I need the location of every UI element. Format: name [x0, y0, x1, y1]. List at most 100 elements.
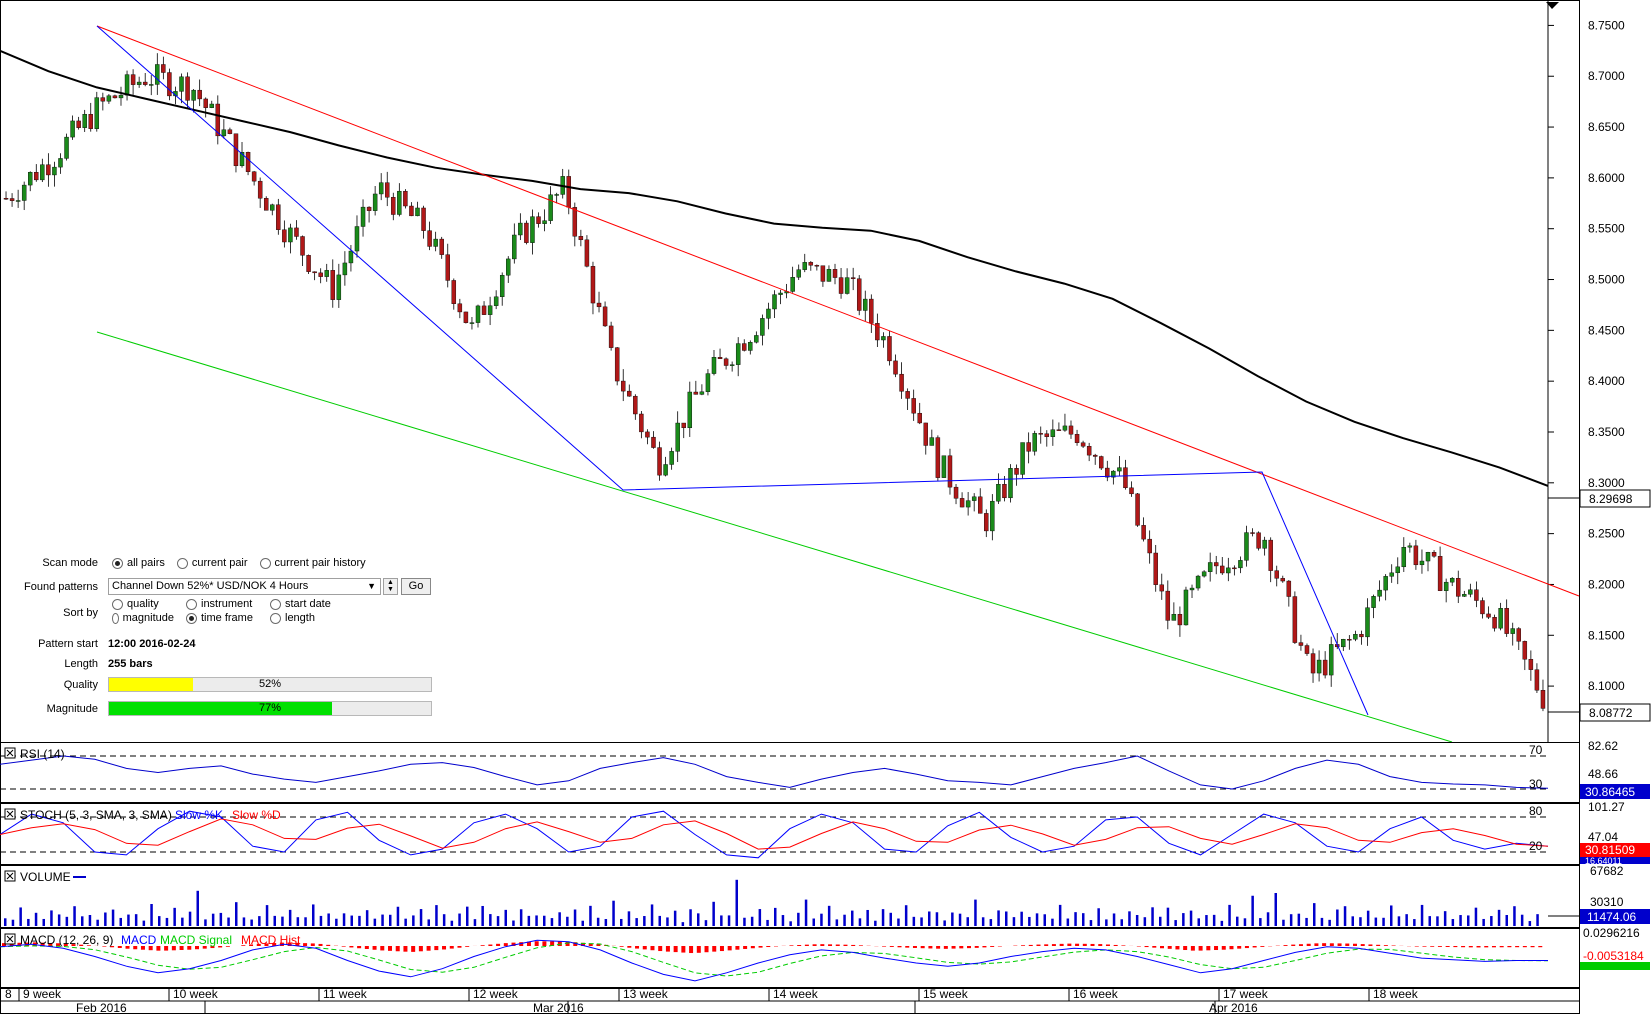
candle-body — [911, 398, 916, 414]
candle-body — [1316, 659, 1322, 674]
candle-body — [729, 364, 735, 366]
candle-body — [1117, 467, 1122, 472]
candle-body — [1528, 659, 1534, 670]
scan-mode-current-pair-history[interactable]: current pair history — [259, 557, 366, 569]
volume-bar — [1089, 920, 1093, 926]
scan-mode-all-pairs[interactable]: all pairs — [112, 557, 165, 569]
volume-bar — [1289, 914, 1293, 926]
sort-time-frame[interactable]: time frame — [186, 612, 258, 624]
candle-body — [905, 391, 910, 399]
pattern-stepper[interactable]: ▲ ▼ — [383, 578, 398, 595]
candle-body — [590, 266, 596, 304]
macd-hist-bar — [526, 941, 531, 946]
sort-quality[interactable]: quality — [112, 598, 174, 610]
macd-hist-bar — [1461, 946, 1466, 948]
volume-bar — [643, 916, 646, 926]
price-panel[interactable] — [0, 0, 1580, 743]
candle-body — [760, 318, 765, 336]
resistance-trendline[interactable] — [96, 25, 1580, 597]
volume-bar — [1243, 918, 1247, 926]
candle-body — [669, 451, 674, 465]
candle-body — [348, 250, 354, 264]
macd-hist-bar — [974, 946, 979, 948]
found-patterns-select[interactable]: Channel Down 52%* USD/NOK 4 Hours ▼ — [108, 578, 381, 595]
volume-bar — [1112, 913, 1116, 926]
candle-body — [124, 74, 130, 96]
macd-hist-bar — [2, 943, 6, 946]
rsi-panel[interactable]: RSI (14) 70 30 82.62 48.66 30.86465 — [0, 739, 1650, 803]
macd-hist-bar — [364, 946, 369, 949]
volume-bar — [727, 915, 731, 926]
macd-hist-bar — [1075, 943, 1080, 946]
support-trendline[interactable] — [96, 331, 1453, 743]
volume-bar — [219, 912, 223, 926]
macd-panel[interactable]: MACD (12, 26, 9) MACD MACD Signal MACD H… — [0, 926, 1650, 988]
candle-body — [681, 422, 686, 429]
candle-body — [1298, 642, 1304, 646]
candle-body — [82, 114, 87, 128]
volume-bar — [1159, 916, 1162, 926]
volume-bar — [543, 915, 546, 926]
macd-hist-bar — [1306, 943, 1311, 946]
volume-bar — [327, 913, 330, 926]
volume-bar — [943, 920, 946, 926]
volume-bar — [1212, 914, 1216, 926]
sort-start-date[interactable]: start date — [270, 598, 348, 610]
macd-hist-bar — [1237, 946, 1242, 949]
candle-body — [542, 220, 547, 224]
candle-body — [971, 496, 977, 501]
volume-panel[interactable]: VOLUME 67682 30310 11474.06 — [0, 864, 1651, 928]
candle-body — [161, 64, 166, 73]
candle-body — [1359, 634, 1364, 638]
macd-hist-bar — [1260, 946, 1265, 947]
macd-hist-bar — [434, 946, 439, 951]
volume-bar — [827, 905, 831, 926]
macd-hist-bar — [357, 946, 362, 949]
candle-body — [808, 262, 814, 266]
volume-bar — [904, 905, 908, 926]
candle-body — [1274, 570, 1279, 579]
macd-hist-bar — [990, 946, 995, 947]
ma-value-box — [1579, 489, 1651, 508]
sort-length[interactable]: length — [270, 612, 348, 624]
macd-hist-bar — [1437, 946, 1442, 947]
macd-hist-bar — [164, 946, 169, 951]
candle-body — [1008, 468, 1013, 499]
stoch-level-20: 20 — [1529, 839, 1543, 853]
scan-mode-current-pair[interactable]: current pair — [176, 557, 248, 569]
candle-body — [360, 206, 366, 227]
macd-hist-bar — [565, 941, 570, 946]
candle-body — [1510, 628, 1515, 634]
volume-bar — [735, 879, 738, 926]
stoch-panel[interactable]: STOCH (5, 3, SMA, 3, SMA) Slow %K Slow %… — [0, 800, 1650, 866]
candle-body — [1244, 532, 1249, 561]
volume-bar — [404, 918, 407, 926]
macd-hist-bar — [1360, 944, 1365, 946]
sort-instrument[interactable]: instrument — [186, 598, 258, 610]
candle-body — [34, 172, 39, 181]
volume-bar — [774, 907, 777, 926]
macd-hist-bar — [156, 946, 161, 951]
sort-magnitude[interactable]: magnitude — [112, 612, 174, 624]
volume-bar — [1035, 913, 1039, 926]
week-label: 16 week — [1073, 987, 1119, 1001]
candle-body — [863, 298, 868, 311]
go-button[interactable]: Go — [401, 578, 431, 595]
candle-body — [1153, 552, 1158, 585]
candle-body — [1437, 556, 1443, 591]
macd-hist-bar — [1252, 946, 1257, 948]
candle-body — [1207, 562, 1213, 572]
volume-bar — [165, 917, 169, 926]
candle-body — [1286, 580, 1292, 597]
macd-hist-bar — [341, 946, 346, 947]
volume-bar — [442, 914, 446, 926]
candle-body — [1092, 454, 1098, 457]
pattern-zigzag-line[interactable] — [96, 25, 1369, 716]
volume-bar — [758, 909, 762, 926]
volume-bar — [966, 917, 969, 926]
candle-body — [481, 305, 487, 315]
volume-bar — [1005, 911, 1008, 926]
macd-hist-bar — [982, 946, 987, 948]
scroll-marker-icon[interactable] — [1546, 2, 1559, 9]
macd-hist-bar — [1376, 944, 1381, 946]
